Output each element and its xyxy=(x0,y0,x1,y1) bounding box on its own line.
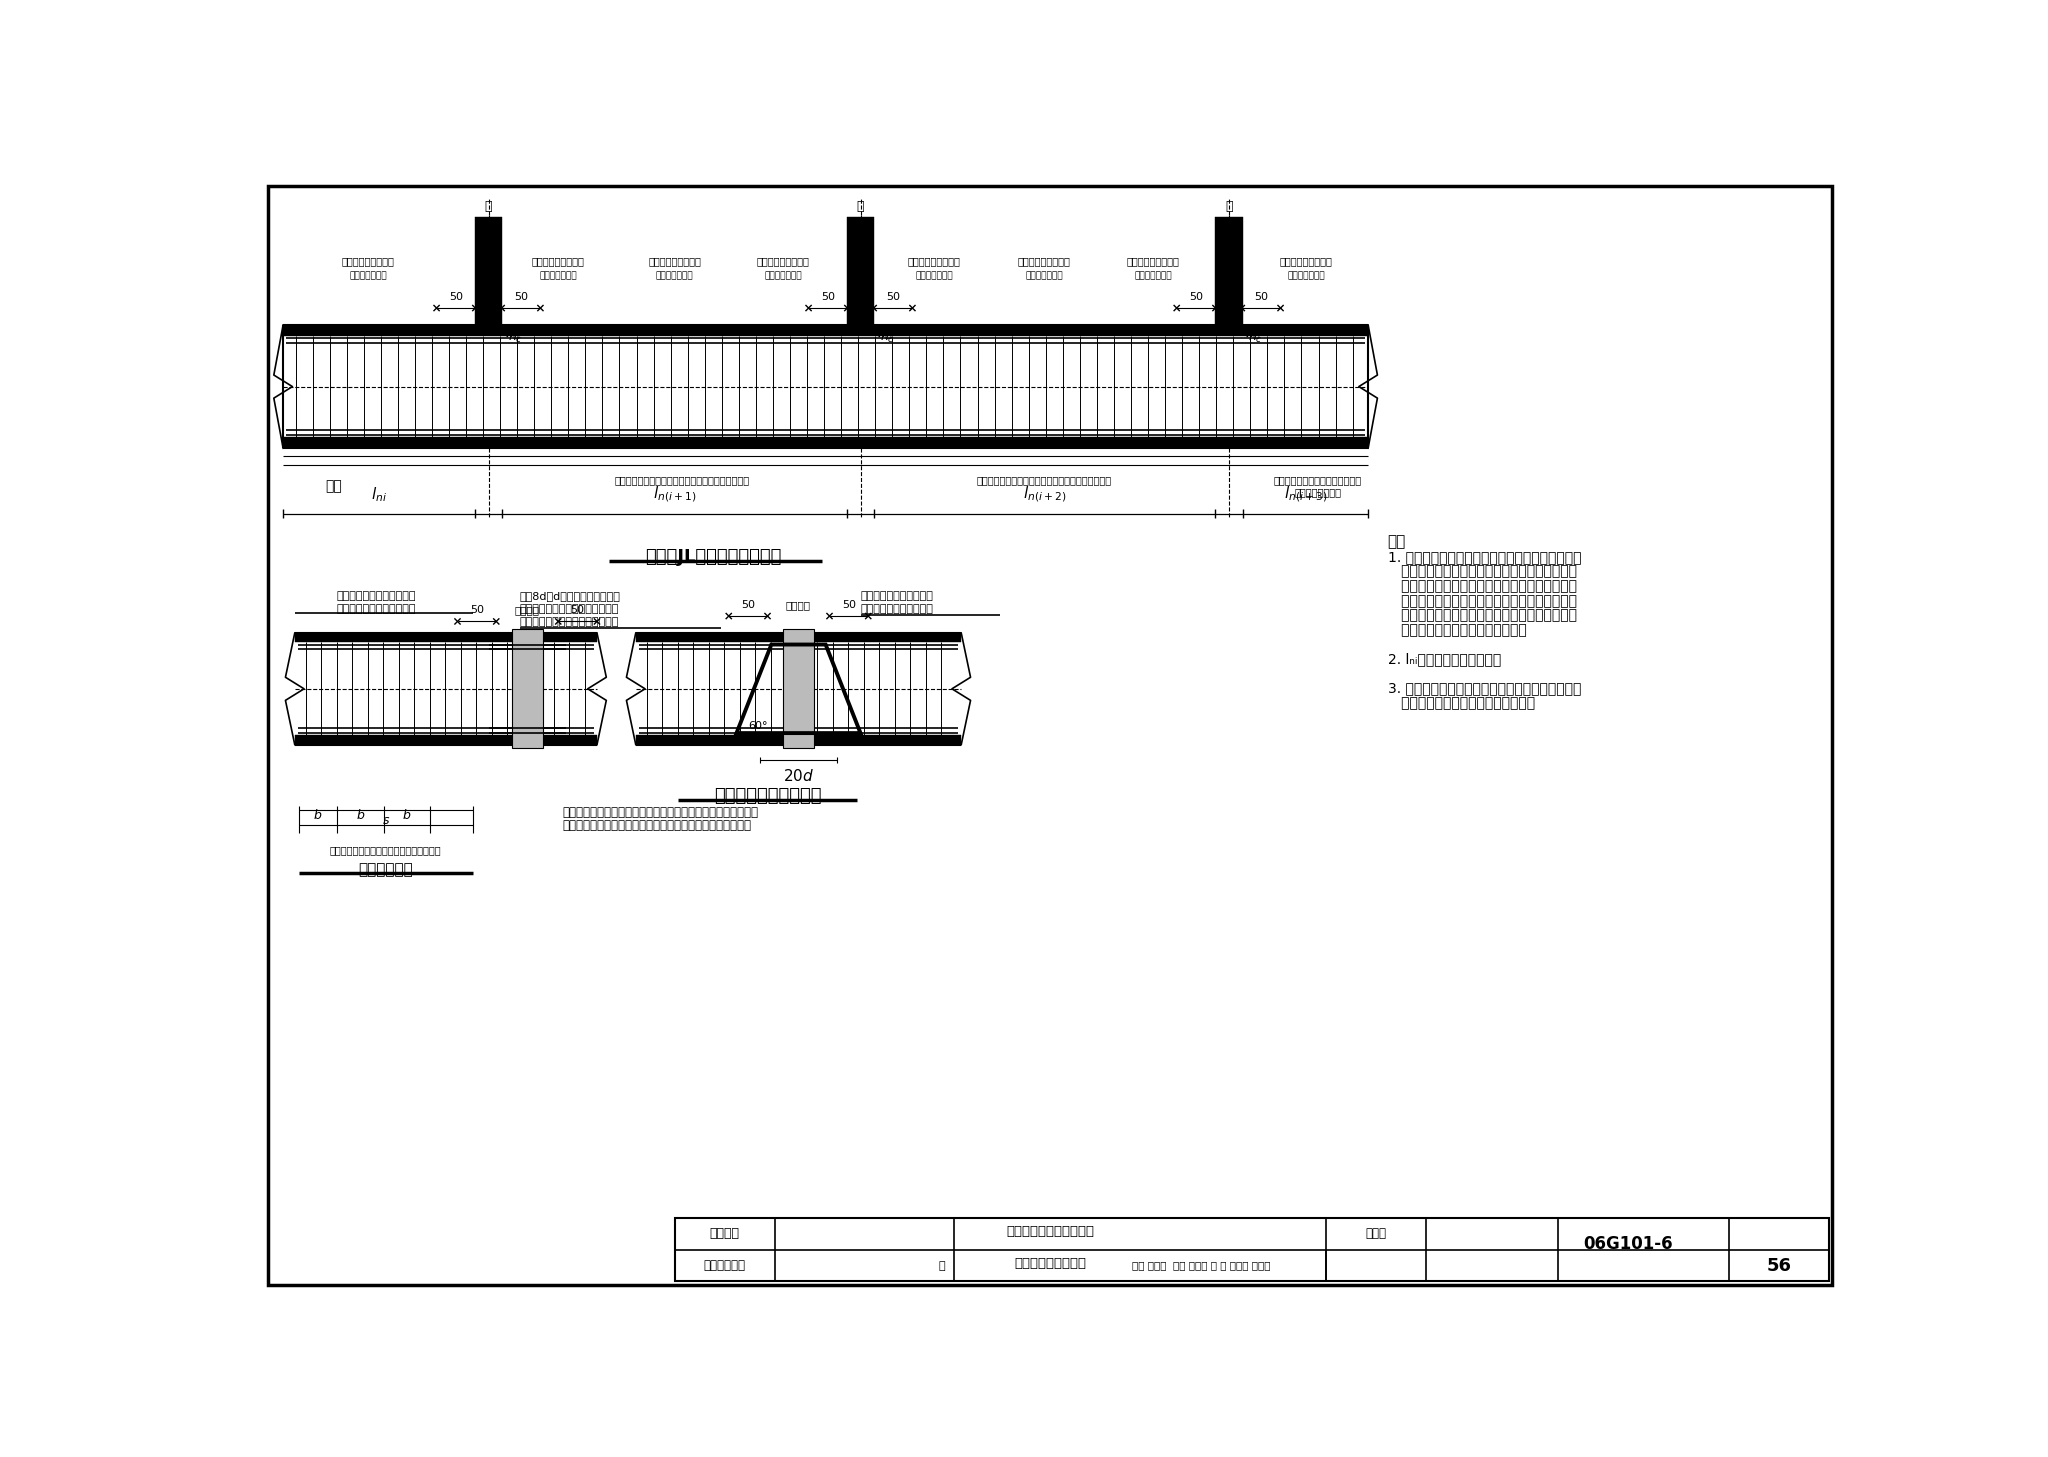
Text: 梁端第一种箍筋范围: 梁端第一种箍筋范围 xyxy=(342,255,395,265)
Text: 用三种箍筋时，第一种最高配置和第二种次高配: 用三种箍筋时，第一种最高配置和第二种次高配 xyxy=(1386,564,1577,578)
Bar xyxy=(674,1218,1829,1281)
Text: 梁端第一种箍筋范围: 梁端第一种箍筋范围 xyxy=(1280,255,1333,265)
Text: 节点区按梁端第一种箍筋增加设置（不计入总道数）: 节点区按梁端第一种箍筋增加设置（不计入总道数） xyxy=(977,475,1112,485)
Text: 附加箍筋和吊筋构造: 附加箍筋和吊筋构造 xyxy=(1014,1257,1085,1269)
Text: 交叉梁宽: 交叉梁宽 xyxy=(514,605,541,615)
Text: 梁端第一种箍筋范围: 梁端第一种箍筋范围 xyxy=(756,255,809,265)
Text: $b$: $b$ xyxy=(403,809,412,823)
Text: 梁端第一种箍筋范围: 梁端第一种箍筋范围 xyxy=(532,255,584,265)
Text: hⰀ: hⰀ xyxy=(877,328,891,338)
Text: （按设计标注）: （按设计标注） xyxy=(1288,271,1325,280)
Text: 基础梁配置多种箍筋构造: 基础梁配置多种箍筋构造 xyxy=(1006,1225,1094,1238)
Bar xyxy=(848,217,874,329)
Text: 标准构造详图: 标准构造详图 xyxy=(705,1259,745,1272)
Bar xyxy=(283,325,1368,335)
Bar xyxy=(635,632,961,643)
Text: 50: 50 xyxy=(1253,291,1268,302)
Text: （按设计标注）: （按设计标注） xyxy=(350,271,387,280)
Text: 宽内）的基础梁箍筋照设: 宽内）的基础梁箍筋照设 xyxy=(860,603,934,613)
Text: （按设计标注）: （按设计标注） xyxy=(539,271,578,280)
Text: $h_c$: $h_c$ xyxy=(1247,328,1264,345)
Text: 柱: 柱 xyxy=(485,201,492,213)
Text: （按设计标注）: （按设计标注） xyxy=(655,271,694,280)
Text: 基础梁JL配置多种箍筋构造: 基础梁JL配置多种箍筋构造 xyxy=(645,548,782,567)
Text: 梁端第一种箍筋范围: 梁端第一种箍筋范围 xyxy=(1126,255,1180,265)
Bar xyxy=(512,629,543,749)
Text: $b$: $b$ xyxy=(356,809,365,823)
Text: 50: 50 xyxy=(821,291,836,302)
Bar xyxy=(475,217,502,329)
Text: $s$: $s$ xyxy=(381,813,389,826)
Bar xyxy=(1214,217,1243,329)
Text: $h_c$: $h_c$ xyxy=(881,328,895,345)
Text: 50: 50 xyxy=(842,600,856,610)
Text: 60°: 60° xyxy=(748,721,768,731)
Text: 附加箍筋在相交梁的两侧对称设置: 附加箍筋在相交梁的两侧对称设置 xyxy=(520,616,618,627)
Text: 50: 50 xyxy=(887,291,899,302)
Text: 第一种箍筋增加设置，但不计入该种箍筋的总道: 第一种箍筋增加设置，但不计入该种箍筋的总道 xyxy=(1386,609,1577,622)
Text: 柱: 柱 xyxy=(856,201,864,213)
Text: 垫层: 垫层 xyxy=(326,479,342,494)
Text: （按设计标注）: （按设计标注） xyxy=(915,271,952,280)
Text: 3. 当具体设计未注明时，基础梁的外伸部位以及基: 3. 当具体设计未注明时，基础梁的外伸部位以及基 xyxy=(1386,682,1581,695)
Text: 06G101-6: 06G101-6 xyxy=(1583,1234,1673,1253)
Text: $20d$: $20d$ xyxy=(782,768,813,784)
Text: 间距8d（d为箍筋直径）；且最: 间距8d（d为箍筋直径）；且最 xyxy=(520,590,621,600)
Text: 附加箍筋构造: 附加箍筋构造 xyxy=(358,863,414,877)
Bar xyxy=(295,632,598,643)
Text: 1. 本页图示为采用两种箍筋的构造，当具体设计采: 1. 本页图示为采用两种箍筋的构造，当具体设计采 xyxy=(1386,549,1581,564)
Text: 跨中第二种箍筋范围: 跨中第二种箍筋范围 xyxy=(647,255,700,265)
Text: hⰀ: hⰀ xyxy=(506,328,520,338)
Text: 图集号: 图集号 xyxy=(1366,1227,1386,1240)
Text: 第二部分: 第二部分 xyxy=(711,1227,739,1240)
Text: 数。第三种箍筋设置在跨中范围。: 数。第三种箍筋设置在跨中范围。 xyxy=(1386,624,1526,637)
Text: 节点区按梁端第一种箍筋增加设置
（不计入总道数）: 节点区按梁端第一种箍筋增加设置 （不计入总道数） xyxy=(1274,475,1362,497)
Bar xyxy=(295,736,598,745)
Bar xyxy=(782,629,813,749)
Text: 注：: 注： xyxy=(1386,535,1405,549)
Text: 大间距应＜所在区域的箍筋间距。: 大间距应＜所在区域的箍筋间距。 xyxy=(520,603,618,613)
Text: 附加（反扣）吊筋构造: 附加（反扣）吊筋构造 xyxy=(715,787,821,804)
Text: 50: 50 xyxy=(741,600,756,610)
Text: （按设计标注）: （按设计标注） xyxy=(764,271,803,280)
Text: 交叉梁宽: 交叉梁宽 xyxy=(786,600,811,610)
Text: 页: 页 xyxy=(938,1260,946,1271)
Text: （按设计标注）: （按设计标注） xyxy=(1026,271,1063,280)
Text: 础梁端部节点内按第一种箍筋设置。: 础梁端部节点内按第一种箍筋设置。 xyxy=(1386,696,1534,710)
Text: 节点区按梁端第一种箍筋增加设置（不计入总道数）: 节点区按梁端第一种箍筋增加设置（不计入总道数） xyxy=(614,475,750,485)
Text: 梁相互交叉宽度内的箍筋按: 梁相互交叉宽度内的箍筋按 xyxy=(336,590,416,600)
Text: 2. lₙᵢ为基础梁本跨净跨值。: 2. lₙᵢ为基础梁本跨净跨值。 xyxy=(1386,653,1501,666)
Text: $h_c$: $h_c$ xyxy=(508,328,522,345)
Text: 柱: 柱 xyxy=(1225,201,1233,213)
Bar xyxy=(283,437,1368,449)
Text: 跨中第二种箍筋范围: 跨中第二种箍筋范围 xyxy=(1018,255,1071,265)
Text: 50: 50 xyxy=(449,291,463,302)
Text: （附加箍筋最大布置范围，但非必须布满）: （附加箍筋最大布置范围，但非必须布满） xyxy=(330,845,442,855)
Text: 置的箍筋均应注明道数，从梁跨两端向跨中分别: 置的箍筋均应注明道数，从梁跨两端向跨中分别 xyxy=(1386,578,1577,593)
Text: $l_{n(i+2)}$: $l_{n(i+2)}$ xyxy=(1024,484,1067,504)
Text: 注：吊筋高度应根据基础梁高度推算，吊筋顶部平直段与基础梁: 注：吊筋高度应根据基础梁高度推算，吊筋顶部平直段与基础梁 xyxy=(561,806,758,819)
Text: 50: 50 xyxy=(571,605,584,615)
Text: 截面高度较大的基础梁设置: 截面高度较大的基础梁设置 xyxy=(336,603,416,613)
Text: （按设计标注）: （按设计标注） xyxy=(1135,271,1171,280)
Text: 56: 56 xyxy=(1765,1256,1792,1275)
Text: 梁端第一种箍筋范围: 梁端第一种箍筋范围 xyxy=(907,255,961,265)
Text: $l_{n(i+3)}$: $l_{n(i+3)}$ xyxy=(1284,484,1327,504)
Text: 依序设置。应注意在柱与基础梁结合的节点区按: 依序设置。应注意在柱与基础梁结合的节点区按 xyxy=(1386,593,1577,608)
Text: hⰀ: hⰀ xyxy=(1245,328,1260,338)
Text: 审核 陈助等  校对 刘其祥 初 基 础设计 陈青来: 审核 陈助等 校对 刘其祥 初 基 础设计 陈青来 xyxy=(1133,1260,1270,1271)
Text: 吊筋范围内（包括交叉梁: 吊筋范围内（包括交叉梁 xyxy=(860,590,934,600)
Text: 50: 50 xyxy=(514,291,528,302)
Text: $b$: $b$ xyxy=(313,809,324,823)
Text: 50: 50 xyxy=(469,605,483,615)
Text: $l_{n(i+1)}$: $l_{n(i+1)}$ xyxy=(653,484,696,504)
Text: $l_{ni}$: $l_{ni}$ xyxy=(371,485,387,504)
Text: 50: 50 xyxy=(1190,291,1202,302)
Text: 顶部纵筋净距应满足规范要求，当净距不足时应置于下一排。: 顶部纵筋净距应满足规范要求，当净距不足时应置于下一排。 xyxy=(561,819,752,832)
Bar xyxy=(635,736,961,745)
